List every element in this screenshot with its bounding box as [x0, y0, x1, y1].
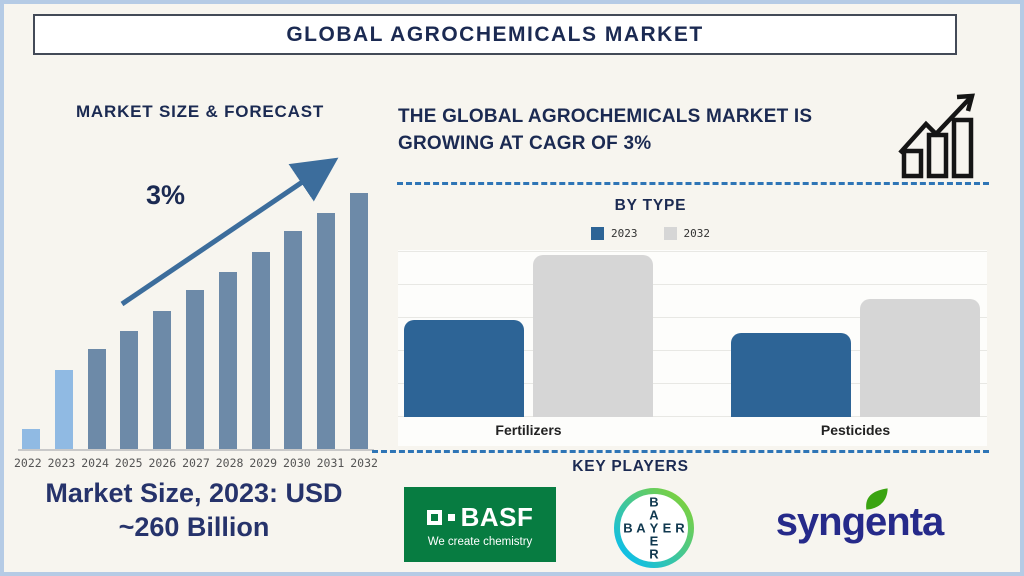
- legend-item-2032: 2032: [663, 227, 711, 240]
- bayer-cross-letter: A: [649, 508, 659, 523]
- market-size-bars: [18, 154, 374, 449]
- by-type-plot-area: [398, 250, 987, 417]
- year-label: 2028: [215, 456, 244, 470]
- market-size-bar-2030: [284, 231, 303, 449]
- bayer-cross-letter: R: [675, 521, 685, 536]
- category-label-pesticides: Pesticides: [820, 422, 891, 438]
- year-label: 2022: [14, 456, 42, 470]
- legend-label: 2023: [611, 227, 638, 240]
- year-label: 2024: [81, 456, 109, 470]
- key-players-heading: KEY PLAYERS: [572, 458, 689, 475]
- gridline: [398, 317, 987, 318]
- growth-chart-icon: [898, 93, 975, 179]
- syngenta-logo: syngenta: [752, 488, 967, 552]
- basf-logo: BASF We create chemistry: [404, 487, 556, 562]
- legend-swatch: [591, 227, 604, 240]
- market-size-bar-chart: 3%: [18, 154, 374, 451]
- market-size-bar-2031: [317, 213, 336, 449]
- fertilizers-bar-2023: [404, 319, 524, 417]
- bayer-cross-letter: E: [650, 534, 659, 549]
- title-box: GLOBAL AGROCHEMICALS MARKET: [33, 14, 957, 55]
- bayer-cross-letter: A: [636, 521, 646, 536]
- by-type-bar-chart: Fertilizers Pesticides: [398, 250, 987, 446]
- market-size-bar-2024: [87, 349, 106, 449]
- basf-square-outline-icon: [426, 509, 442, 525]
- legend-label: 2032: [683, 227, 711, 240]
- market-size-bar-2023: [54, 369, 73, 449]
- market-size-bar-2027: [185, 290, 204, 449]
- legend-item-2023: 2023: [591, 227, 638, 240]
- bayer-cross-letter: R: [649, 547, 659, 562]
- year-label: 2027: [182, 456, 210, 470]
- year-label: 2026: [148, 456, 177, 470]
- gridline: [398, 350, 987, 351]
- pesticides-bar-2032: [860, 298, 980, 417]
- gridline: [398, 416, 987, 417]
- cagr-label: 3%: [146, 180, 186, 210]
- dashed-divider-top: [397, 182, 989, 185]
- dashed-divider-bottom: [372, 450, 989, 453]
- year-label: 2023: [47, 456, 76, 470]
- gridline: [398, 284, 987, 285]
- market-size-bar-2022: [22, 428, 40, 449]
- year-label: 2032: [350, 456, 378, 470]
- year-label: 2025: [114, 456, 143, 470]
- cagr-statement-heading: THE GLOBAL AGROCHEMICALS MARKET IS GROWI…: [398, 106, 813, 154]
- market-size-bar-2029: [251, 251, 270, 449]
- market-size-caption: Market Size, 2023: USD ~260 Billion: [20, 476, 368, 544]
- market-size-bar-2032: [349, 193, 368, 449]
- basf-mark: BASF: [426, 501, 534, 533]
- basf-tagline: We create chemistry: [427, 535, 533, 548]
- year-label: 2031: [316, 456, 345, 470]
- page-title: GLOBAL AGROCHEMICALS MARKET: [286, 22, 704, 46]
- bayer-cross-letter: B: [623, 521, 632, 536]
- basf-wordmark: BASF: [460, 501, 534, 532]
- gridline: [398, 383, 987, 384]
- bayer-ring-icon: [614, 488, 694, 568]
- year-label: 2029: [249, 456, 278, 470]
- fertilizers-bar-2032: [533, 255, 653, 417]
- bayer-cross-letter: Y: [650, 521, 659, 536]
- syngenta-leaf-icon: [866, 488, 888, 510]
- by-type-heading: BY TYPE: [614, 197, 687, 214]
- year-label: 2030: [283, 456, 311, 470]
- market-size-bar-2026: [153, 310, 172, 449]
- bayer-cross-letter: E: [663, 521, 672, 536]
- market-size-forecast-heading: MARKET SIZE & FORECAST: [75, 102, 325, 121]
- market-size-caption-line1: Market Size, 2023: USD: [45, 478, 343, 508]
- legend-swatch: [663, 227, 677, 240]
- year-axis-labels: 2022 2023 2024 2025 2026 2027 2028 2029 2030 2031…: [14, 456, 378, 470]
- bayer-cross-letter: B: [649, 495, 658, 510]
- by-type-legend: 2023 2032: [398, 227, 903, 240]
- category-label-fertilizers: Fertilizers: [495, 422, 562, 438]
- market-size-bar-2028: [218, 272, 237, 449]
- gridline: [398, 251, 987, 252]
- syngenta-wordmark: syngenta: [775, 500, 945, 544]
- market-size-caption-line2: ~260 Billion: [118, 512, 270, 542]
- basf-square-solid-icon: [447, 513, 455, 521]
- pesticides-bar-2023: [731, 332, 851, 417]
- market-size-bar-2025: [120, 331, 139, 449]
